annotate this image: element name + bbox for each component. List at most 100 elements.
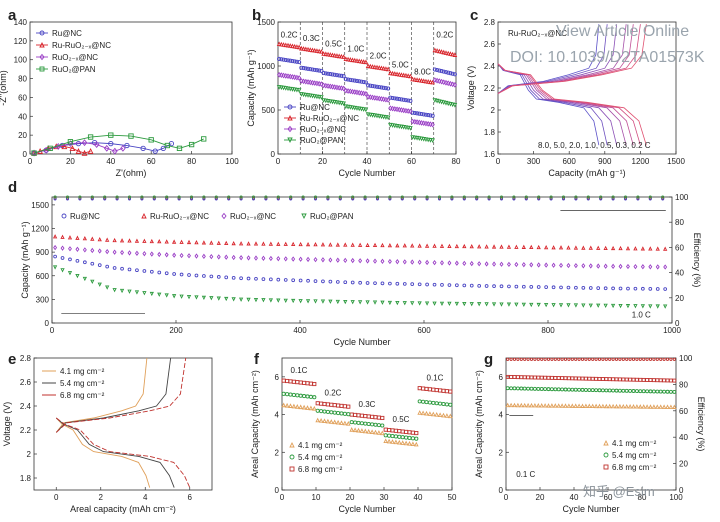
- y-axis-label: Capacity (mAh g⁻¹): [20, 221, 30, 298]
- data-point: [105, 264, 110, 269]
- data-point: [462, 301, 467, 307]
- y2-axis-label: Efficiency (%): [696, 397, 706, 452]
- data-point: [290, 43, 295, 49]
- data-point: [68, 246, 72, 252]
- plots-layer: a0 20 40 60 80 100020406080100120140Z'(ohm)-Z…: [0, 7, 706, 514]
- data-point: [665, 378, 670, 383]
- y-tick-label: 2.6: [20, 378, 32, 387]
- data-point: [373, 422, 378, 427]
- x-tick-label: 100: [225, 157, 239, 166]
- rate-label: 0.1C: [291, 366, 308, 375]
- data-point: [328, 242, 333, 247]
- data-point: [376, 65, 382, 70]
- data-point: [514, 244, 519, 249]
- x-tick-label: 600: [563, 157, 577, 166]
- data-point: [328, 419, 334, 424]
- data-point: [152, 148, 158, 154]
- data-point: [291, 278, 296, 283]
- data-point: [430, 79, 435, 85]
- x-tick-label: 200: [169, 326, 183, 335]
- data-point: [607, 388, 612, 393]
- discharge-curve: [55, 417, 151, 488]
- data-point: [417, 282, 422, 287]
- data-point: [332, 52, 338, 58]
- data-point: [160, 145, 166, 151]
- data-point: [665, 357, 670, 361]
- data-point: [450, 71, 455, 76]
- data-point: [672, 378, 677, 383]
- data-point: [529, 262, 534, 268]
- data-point: [221, 212, 227, 220]
- data-point: [648, 404, 653, 409]
- data-point: [298, 404, 304, 410]
- data-point: [402, 301, 407, 306]
- data-point: [127, 267, 132, 272]
- data-point: [417, 259, 422, 265]
- data-point: [519, 386, 524, 391]
- data-point: [625, 246, 631, 251]
- data-point: [525, 402, 531, 408]
- data-point: [661, 195, 665, 199]
- legend-label: 5.4 mg cm⁻²: [612, 451, 657, 460]
- data-point: [276, 241, 281, 246]
- data-point: [509, 386, 514, 391]
- data-point: [400, 195, 404, 199]
- rate-note: 0.1 C: [516, 470, 535, 479]
- data-point: [462, 243, 467, 249]
- x-axis-label: Areal capacity (mAh cm⁻²): [70, 504, 176, 514]
- data-point: [444, 389, 449, 394]
- data-point: [640, 304, 645, 309]
- data-point: [410, 430, 415, 435]
- rate-label: 0.3C: [303, 34, 320, 43]
- data-point: [187, 273, 191, 277]
- data-point: [603, 245, 608, 250]
- data-point: [546, 375, 551, 380]
- data-point: [662, 389, 667, 394]
- rate-label: 0.1C: [427, 374, 444, 383]
- data-point: [635, 357, 639, 361]
- data-point: [268, 241, 273, 246]
- data-point: [584, 357, 588, 361]
- data-point: [332, 72, 337, 77]
- data-point: [112, 288, 117, 293]
- data-point: [285, 58, 291, 63]
- data-point: [294, 59, 299, 64]
- x-axis-label: Cycle Number: [338, 504, 395, 514]
- panel-label: a: [8, 7, 17, 24]
- data-point: [401, 97, 406, 102]
- data-point: [551, 285, 556, 290]
- data-point: [588, 286, 593, 290]
- data-point: [445, 50, 451, 56]
- data-point: [343, 299, 348, 305]
- data-point: [224, 296, 229, 302]
- y2-tick-label: 0: [675, 319, 680, 328]
- data-point: [628, 388, 633, 393]
- data-point: [350, 242, 355, 247]
- data-point: [444, 413, 450, 418]
- data-point: [596, 263, 601, 269]
- data-point: [149, 251, 154, 257]
- data-point: [618, 357, 622, 361]
- y-tick-label: 1500: [31, 201, 49, 210]
- data-point: [296, 44, 302, 50]
- data-point: [377, 85, 382, 90]
- data-point: [536, 402, 541, 408]
- y-axis-label: Areal Capacity (mAh cm⁻²): [474, 370, 484, 478]
- data-point: [112, 237, 117, 243]
- y-axis-label: Capacity (mAh g⁻¹): [246, 49, 256, 126]
- series-line: [33, 134, 204, 154]
- data-point: [82, 236, 87, 241]
- data-point: [421, 112, 426, 117]
- data-point: [529, 302, 534, 308]
- data-point: [376, 423, 381, 428]
- data-point: [187, 253, 191, 259]
- data-point: [276, 298, 281, 303]
- data-point: [611, 377, 616, 382]
- data-point: [452, 81, 458, 88]
- data-point: [618, 263, 623, 270]
- data-point: [298, 380, 303, 385]
- data-point: [253, 297, 259, 303]
- data-point: [69, 145, 76, 151]
- data-point: [419, 111, 424, 117]
